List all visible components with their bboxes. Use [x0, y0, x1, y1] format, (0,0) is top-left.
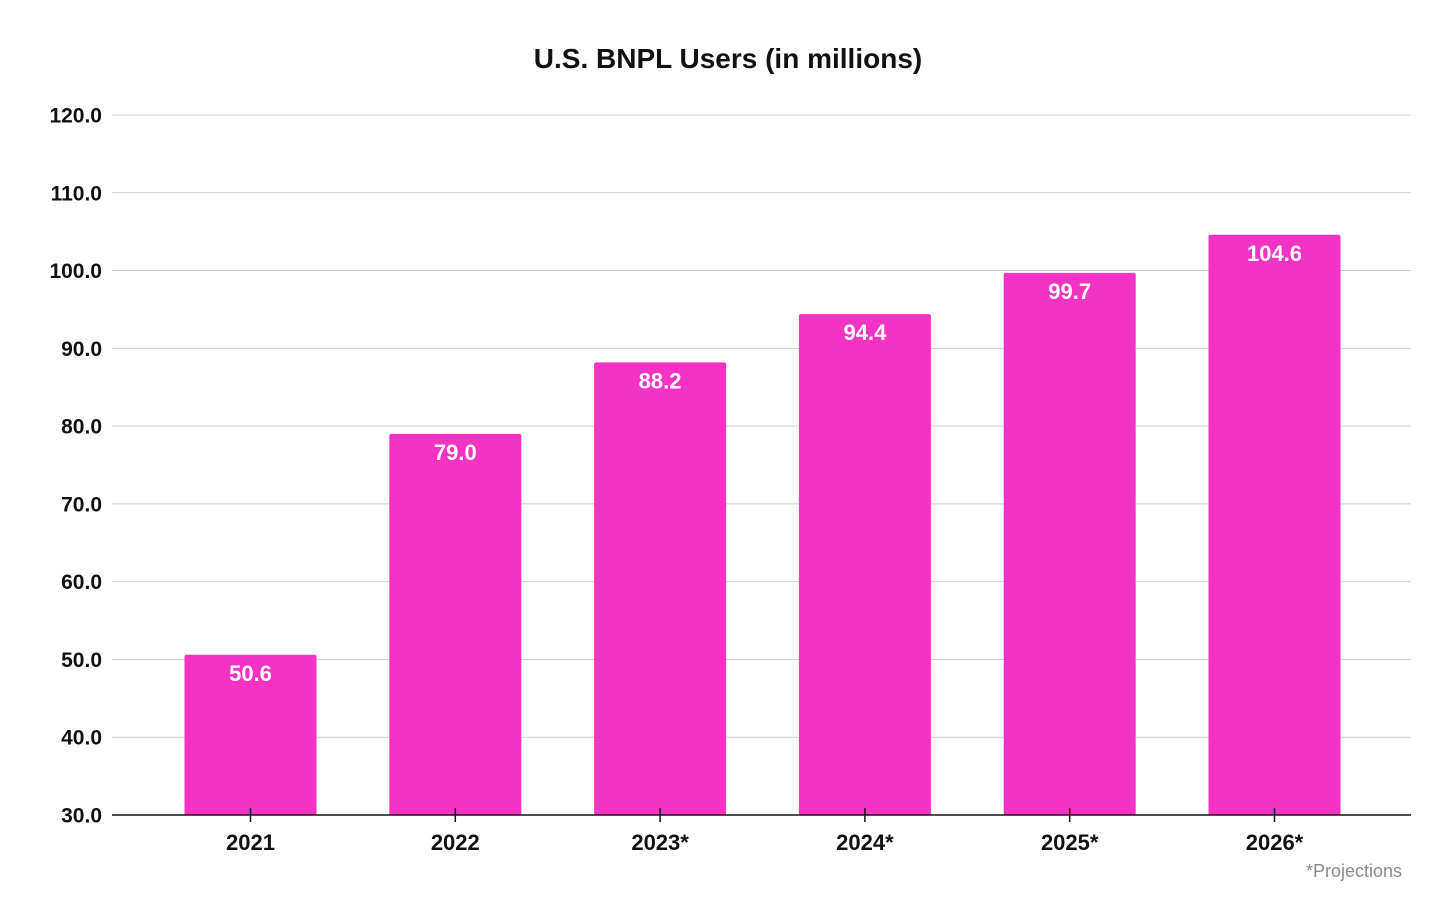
- x-tick-label: 2024*: [836, 830, 894, 855]
- data-label: 94.4: [843, 320, 887, 345]
- y-tick-label: 100.0: [49, 260, 102, 283]
- y-tick-label: 50.0: [61, 649, 102, 672]
- y-tick-label: 40.0: [61, 727, 102, 750]
- y-axis-ticks: 30.0 40.0 50.0 60.0 70.0 80.0 90.0 100.0 110.0 12…: [49, 105, 102, 828]
- data-label: 88.2: [639, 368, 682, 393]
- x-tick-label: 2026*: [1246, 830, 1304, 855]
- bar: [1003, 272, 1136, 815]
- x-tick-label: 2021: [226, 830, 275, 855]
- y-tick-label: 110.0: [51, 182, 102, 205]
- data-label: 79.0: [434, 440, 477, 465]
- bars: 50.6 79.0 88.2 94.4 99.7 104.6: [184, 234, 1341, 815]
- x-tick-label: 2022: [431, 830, 480, 855]
- data-label: 50.6: [229, 661, 272, 686]
- projections-footnote: *Projections: [1306, 861, 1402, 881]
- bar: [1208, 234, 1341, 815]
- bar: [798, 314, 931, 815]
- y-tick-label: 60.0: [61, 571, 102, 594]
- y-tick-label: 30.0: [61, 805, 102, 828]
- data-label: 99.7: [1048, 279, 1091, 304]
- data-label: 104.6: [1247, 241, 1302, 266]
- x-axis: 2021 2022 2023* 2024* 2025* 2026*: [112, 808, 1411, 855]
- x-tick-label: 2023*: [631, 830, 689, 855]
- chart-title: U.S. BNPL Users (in millions): [534, 43, 922, 74]
- bar: [184, 654, 317, 815]
- y-tick-label: 80.0: [61, 416, 102, 439]
- y-tick-label: 120.0: [49, 105, 102, 128]
- bar: [594, 362, 727, 815]
- gridlines: [112, 114, 1411, 738]
- y-tick-label: 70.0: [61, 493, 102, 516]
- bar: [389, 433, 522, 815]
- x-tick-label: 2025*: [1041, 830, 1099, 855]
- y-tick-label: 90.0: [61, 338, 102, 361]
